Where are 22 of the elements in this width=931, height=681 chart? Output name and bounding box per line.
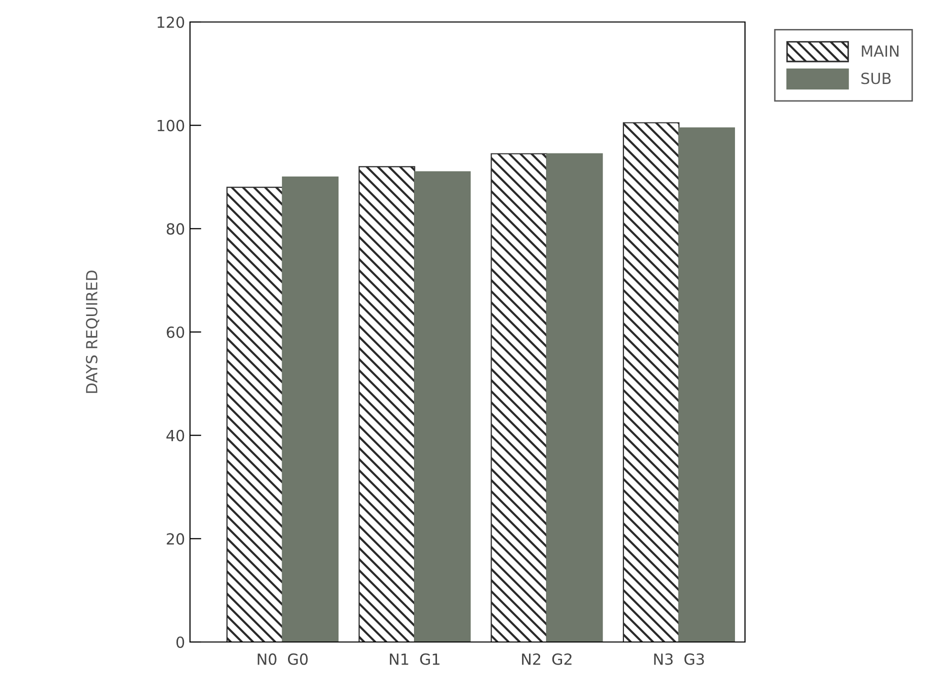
y-tick-label: 80: [166, 223, 184, 235]
bar: [490, 153, 548, 642]
x-tick-label: N0 G0: [258, 653, 308, 665]
bar: [282, 176, 339, 642]
y-tick-label: 100: [158, 120, 184, 132]
x-tick-label: N1 G1: [390, 653, 440, 665]
y-axis-title: DAYS REQUIRED: [86, 270, 100, 393]
bar: [678, 127, 735, 642]
y-tick-label: 120: [158, 16, 184, 28]
y-tick-label: 0: [176, 636, 184, 648]
legend-label: MAIN: [862, 46, 898, 57]
bar: [546, 153, 603, 642]
bar: [622, 122, 680, 642]
y-tick-label: 20: [166, 533, 184, 545]
bar: [226, 186, 284, 642]
y-tick-label: 60: [166, 326, 184, 338]
x-tick-label: N3 G3: [654, 653, 704, 665]
bar: [358, 166, 416, 642]
y-tick-label: 40: [166, 430, 184, 442]
legend-label: SUB: [861, 72, 891, 84]
x-tick-label: N2 G2: [522, 653, 572, 665]
bar: [414, 171, 471, 642]
